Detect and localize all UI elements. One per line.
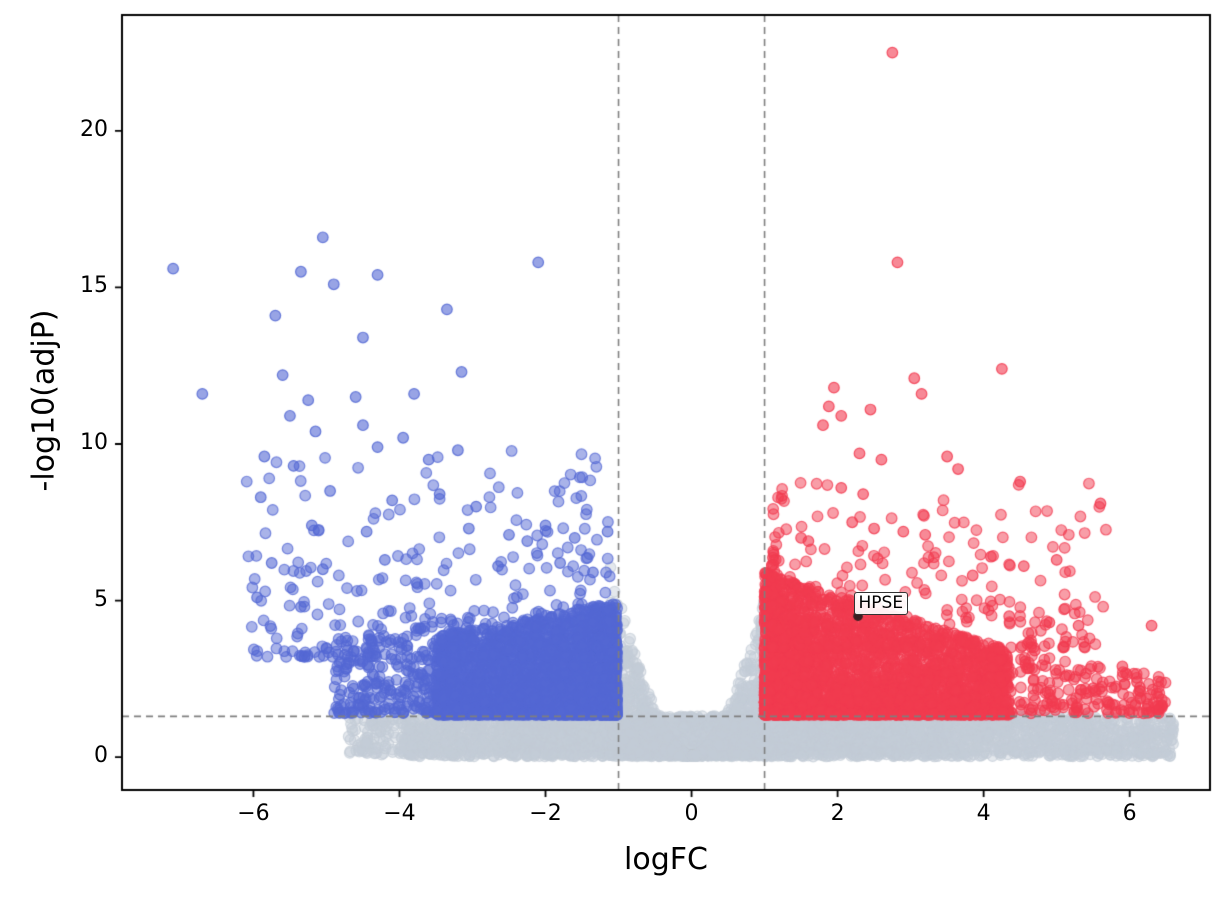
x-tick-label: 6 [1122,801,1137,826]
y-tick-label: 0 [94,743,108,769]
y-tick-label: 5 [94,586,108,612]
y-tick-label: 15 [80,273,108,299]
x-tick-label: −2 [529,801,562,826]
x-tick-label: −4 [383,801,416,826]
y-tick-label: 10 [80,429,108,455]
x-tick-label: 4 [976,801,991,826]
x-tick-label: 2 [830,801,845,826]
y-tick-label: 20 [80,116,108,142]
x-tick-label: −6 [237,801,270,826]
x-tick-label: 0 [684,801,699,826]
gene-annotation-hpse: HPSE [853,591,909,615]
x-axis-label: logFC [624,842,708,877]
